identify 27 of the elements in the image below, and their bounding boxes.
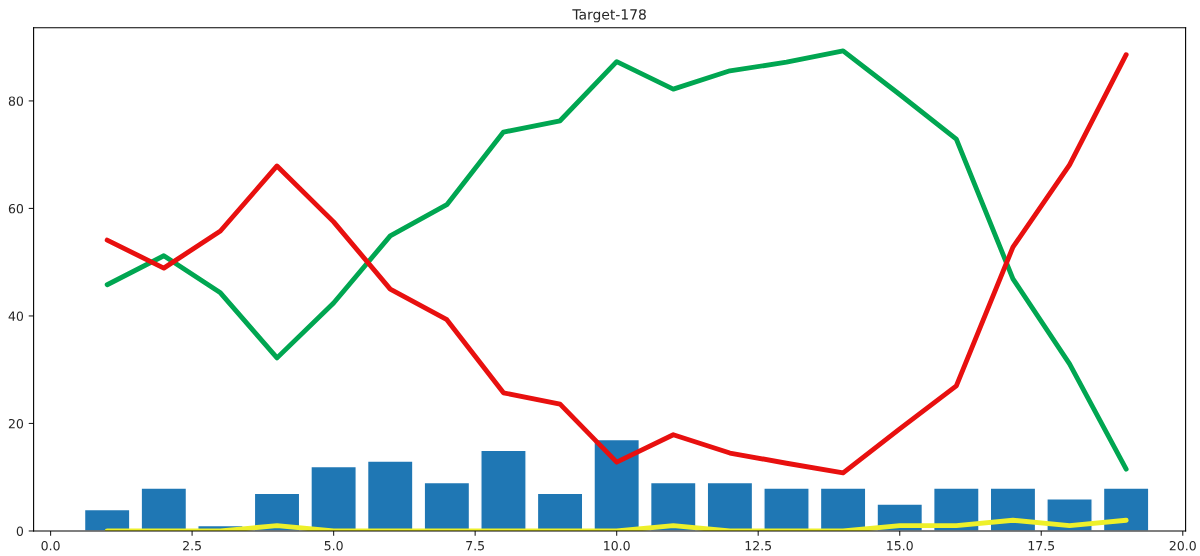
bar [819,487,867,531]
y-tick-label: 0 [16,526,24,536]
y-tick-label: 60 [8,203,24,214]
bar [423,481,471,531]
bar [593,438,641,531]
bar [763,487,810,531]
x-tick-label: 5.0 [324,540,343,551]
x-tick-label: 2.5 [183,540,201,551]
bar [140,487,188,531]
y-tick-label: 40 [8,311,24,321]
bar [83,508,131,531]
y-tick-label: 80 [8,96,24,106]
bar [310,465,357,531]
x-tick-label: 17.5 [1028,541,1055,551]
bar [480,449,527,531]
x-tick-label: 7.5 [466,541,484,551]
chart-title: Target-178 [572,9,646,23]
bar [536,492,584,531]
x-tick-label: 0.0 [41,540,60,551]
bar [1102,487,1150,531]
x-tick-label: 10.0 [604,540,630,551]
bar [706,481,754,531]
x-tick-label: 20.0 [1169,540,1196,551]
y-tick-label: 20 [8,418,24,429]
x-tick-label: 12.5 [745,540,772,551]
bar [366,460,414,531]
x-tick-label: 15.0 [887,540,913,551]
